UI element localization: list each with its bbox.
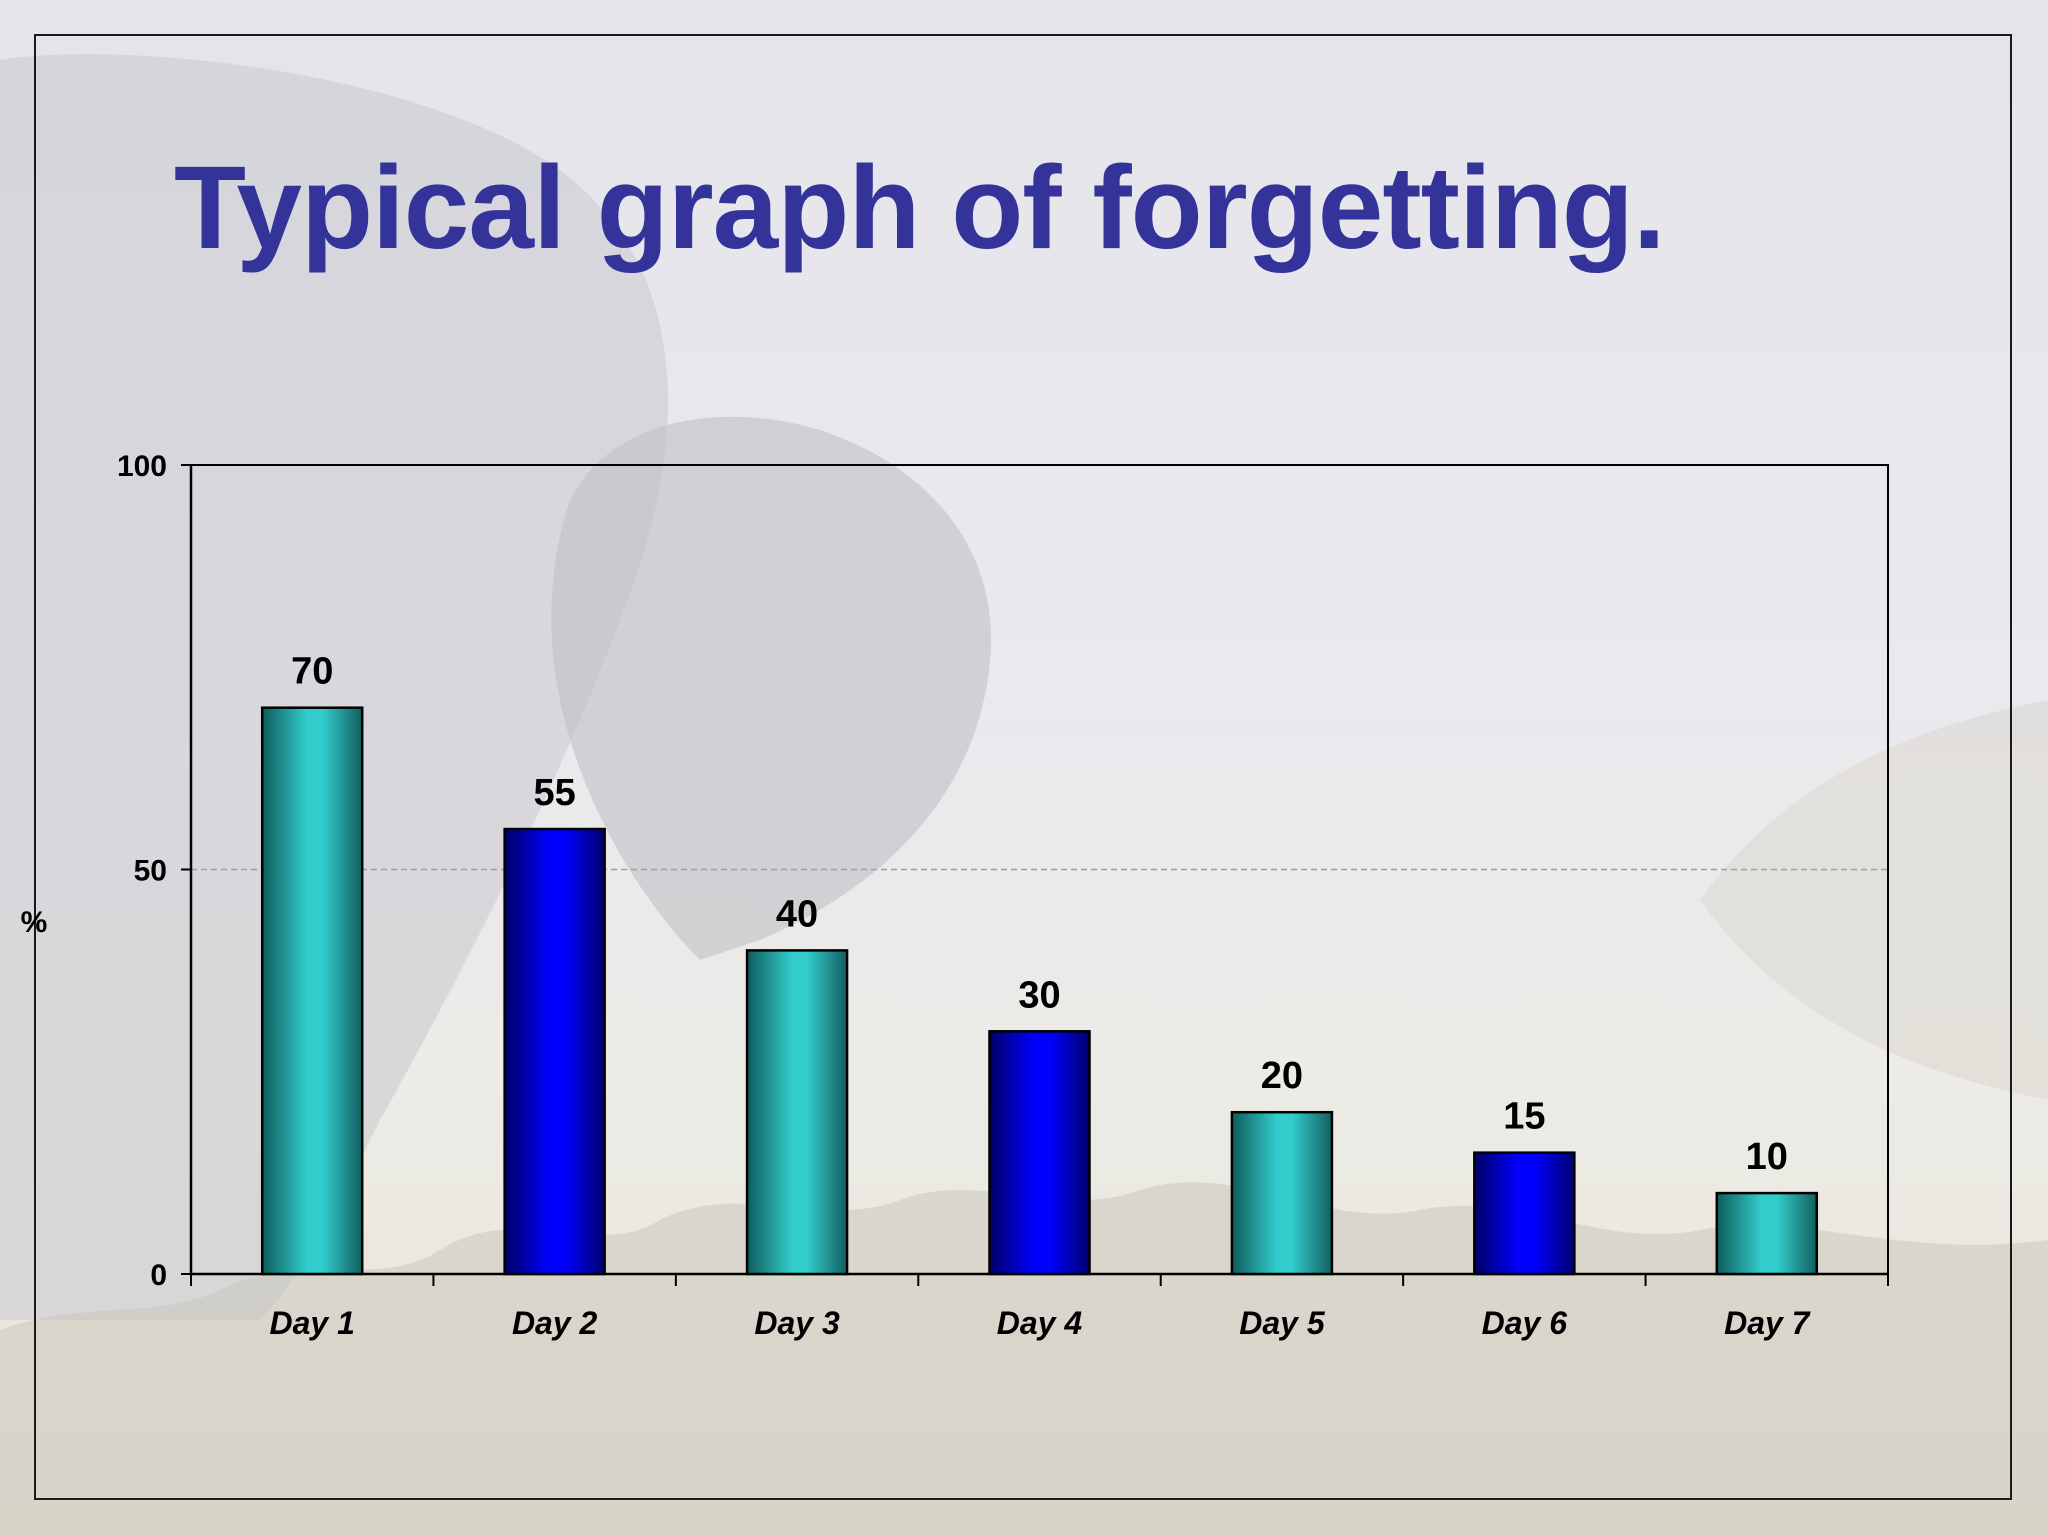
x-tick-label-day-4: Day 4 — [997, 1305, 1083, 1341]
plot-area: 0 50 100% 70 Day 1 55 Day 2 40 Day 3 30 Day 4 20 Day… — [21, 450, 1889, 1341]
bar-day-4 — [988, 1030, 1091, 1276]
y-tick-label-100: 100 — [117, 450, 167, 483]
x-tick-label-day-5: Day 5 — [1239, 1305, 1326, 1341]
data-label-day-2: 55 — [534, 772, 576, 814]
bar-day-7 — [1715, 1191, 1819, 1276]
x-tick-label-day-3: Day 3 — [754, 1305, 840, 1341]
slide-border — [34, 34, 2012, 1500]
data-label-day-7: 10 — [1746, 1136, 1788, 1178]
y-tick-label-0: 0 — [150, 1259, 167, 1292]
y-axis-title: % — [21, 906, 48, 939]
bar-day-1 — [260, 706, 364, 1276]
bar-day-6 — [1473, 1151, 1576, 1276]
x-tick-label-day-6: Day 6 — [1482, 1305, 1568, 1341]
data-label-day-1: 70 — [291, 651, 333, 693]
data-label-day-6: 15 — [1503, 1096, 1545, 1138]
bar-day-2 — [503, 827, 606, 1276]
data-label-day-3: 40 — [776, 893, 818, 935]
y-tick-label-50: 50 — [134, 855, 167, 888]
x-tick-label-day-1: Day 1 — [270, 1305, 355, 1341]
balloon-right-silhouette — [551, 416, 992, 960]
cloud-right-silhouette — [1700, 700, 2048, 1100]
balloon-left-silhouette — [0, 54, 668, 1320]
data-label-day-5: 20 — [1261, 1055, 1303, 1097]
bar-day-5 — [1230, 1110, 1334, 1276]
x-tick-label-day-2: Day 2 — [512, 1305, 598, 1341]
slide-title: Typical graph of forgetting. — [174, 142, 1666, 274]
data-label-day-4: 30 — [1018, 974, 1060, 1016]
bar-day-3 — [745, 949, 849, 1276]
x-tick-label-day-7: Day 7 — [1724, 1305, 1812, 1341]
